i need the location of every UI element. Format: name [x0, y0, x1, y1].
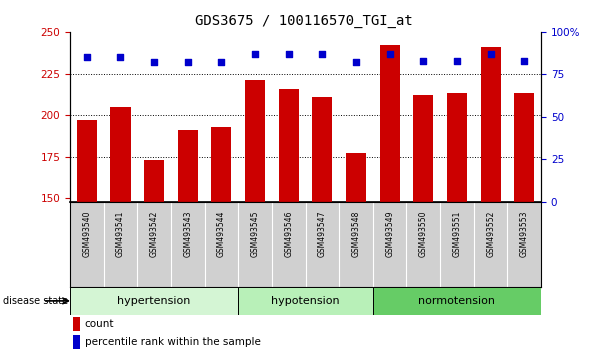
Text: hypertension: hypertension [117, 296, 191, 306]
Point [385, 51, 395, 57]
Text: GSM493549: GSM493549 [385, 210, 394, 257]
Text: GSM493543: GSM493543 [183, 210, 192, 257]
Bar [245, 80, 265, 202]
Bar [514, 93, 534, 202]
Bar [413, 95, 434, 202]
Bar [480, 47, 501, 202]
Point [116, 55, 125, 60]
Text: GSM493544: GSM493544 [217, 210, 226, 257]
Bar [70, 287, 238, 315]
Point [216, 59, 226, 65]
Text: GSM493550: GSM493550 [419, 210, 428, 257]
Text: GSM493540: GSM493540 [82, 210, 91, 257]
Bar [144, 160, 164, 202]
Text: disease state: disease state [3, 296, 68, 306]
Text: GSM493545: GSM493545 [250, 210, 260, 257]
Point [250, 51, 260, 57]
Text: GSM493542: GSM493542 [150, 210, 159, 257]
Bar [73, 335, 80, 349]
Bar [73, 317, 80, 331]
Bar [379, 45, 399, 202]
Point [418, 58, 428, 64]
Text: hypotension: hypotension [271, 296, 340, 306]
Bar [110, 107, 131, 202]
Text: GSM493546: GSM493546 [284, 210, 293, 257]
Text: percentile rank within the sample: percentile rank within the sample [85, 337, 261, 347]
Bar [278, 88, 299, 202]
Point [149, 59, 159, 65]
Point [351, 59, 361, 65]
Point [452, 58, 462, 64]
Point [284, 51, 294, 57]
Text: GSM493551: GSM493551 [452, 210, 461, 257]
Bar [211, 127, 232, 202]
Bar [77, 120, 97, 202]
Text: GDS3675 / 100116570_TGI_at: GDS3675 / 100116570_TGI_at [195, 14, 413, 28]
Text: GSM493548: GSM493548 [351, 210, 361, 257]
Bar [178, 130, 198, 202]
Point [183, 59, 193, 65]
Point [486, 51, 496, 57]
Text: GSM493541: GSM493541 [116, 210, 125, 257]
Text: count: count [85, 319, 114, 329]
Bar [313, 97, 333, 202]
Text: normotension: normotension [418, 296, 496, 306]
Point [519, 58, 529, 64]
Bar [447, 93, 467, 202]
Bar [238, 287, 373, 315]
Point [317, 51, 327, 57]
Point [82, 55, 92, 60]
Text: GSM493553: GSM493553 [520, 210, 529, 257]
Text: GSM493552: GSM493552 [486, 210, 495, 257]
Text: GSM493547: GSM493547 [318, 210, 327, 257]
Bar [346, 154, 366, 202]
Bar [373, 287, 541, 315]
